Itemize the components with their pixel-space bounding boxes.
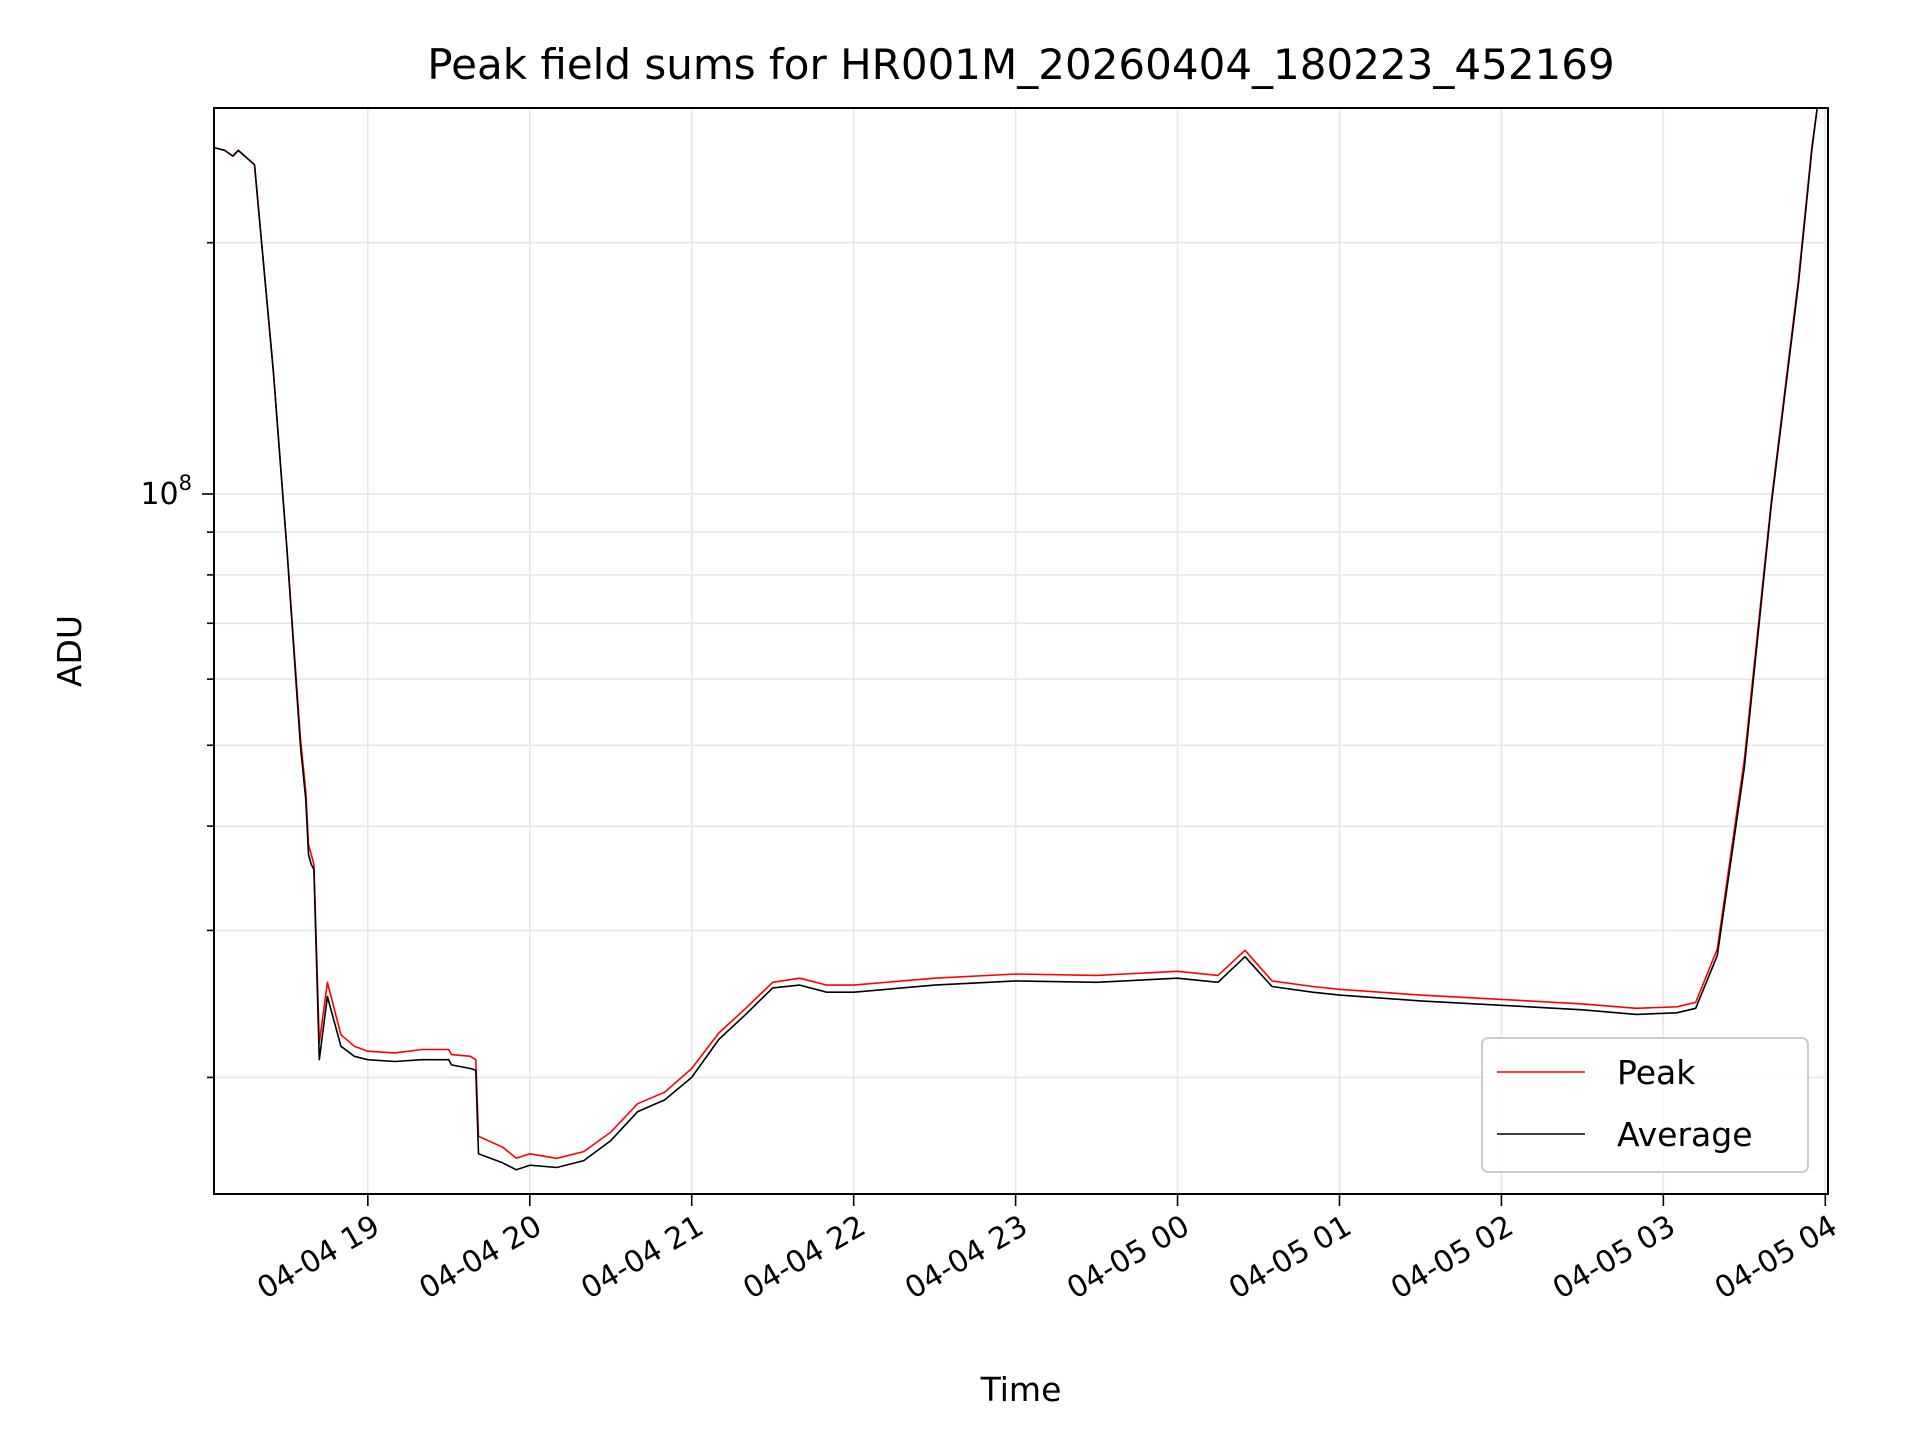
series-line-average	[214, 108, 1818, 1171]
x-axis-label: Time	[980, 1370, 1062, 1409]
chart-title: Peak field sums for HR001M_20260404_1802…	[427, 40, 1614, 89]
plot-frame	[213, 107, 1829, 1195]
legend: Peak Average	[1481, 1037, 1809, 1173]
series-layer	[214, 108, 1818, 1171]
grid	[214, 108, 1828, 1194]
legend-label-peak: Peak	[1617, 1053, 1696, 1092]
y-tick-label: 108	[140, 471, 192, 512]
y-tick-label-base: 10	[140, 477, 178, 512]
y-axis-label: ADU	[50, 615, 89, 687]
legend-label-average: Average	[1617, 1115, 1753, 1154]
y-tick-label-exponent: 8	[179, 471, 192, 495]
